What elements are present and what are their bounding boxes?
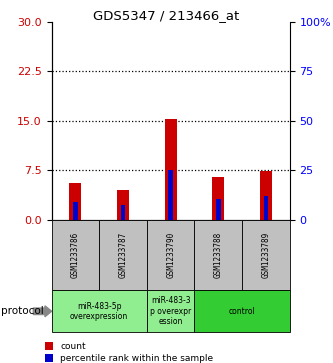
Text: GSM1233790: GSM1233790: [166, 232, 175, 278]
Bar: [70, 183, 81, 220]
Bar: [263, 196, 268, 220]
Text: control: control: [229, 307, 255, 316]
Bar: [165, 119, 176, 220]
Bar: [212, 177, 224, 220]
Bar: [168, 170, 173, 220]
Text: GSM1233788: GSM1233788: [214, 232, 223, 278]
Bar: [73, 202, 78, 220]
Bar: [117, 190, 129, 220]
Text: GSM1233789: GSM1233789: [261, 232, 270, 278]
Text: GSM1233787: GSM1233787: [119, 232, 128, 278]
Text: GSM1233786: GSM1233786: [71, 232, 80, 278]
Text: protocol: protocol: [1, 306, 44, 316]
Text: miR-483-3
p overexpr
ession: miR-483-3 p overexpr ession: [150, 296, 191, 326]
Text: miR-483-5p
overexpression: miR-483-5p overexpression: [70, 302, 128, 321]
Bar: [216, 199, 221, 220]
Legend: count, percentile rank within the sample: count, percentile rank within the sample: [45, 342, 213, 363]
Text: GDS5347 / 213466_at: GDS5347 / 213466_at: [93, 9, 240, 22]
Bar: [260, 171, 272, 220]
Bar: [121, 205, 126, 220]
